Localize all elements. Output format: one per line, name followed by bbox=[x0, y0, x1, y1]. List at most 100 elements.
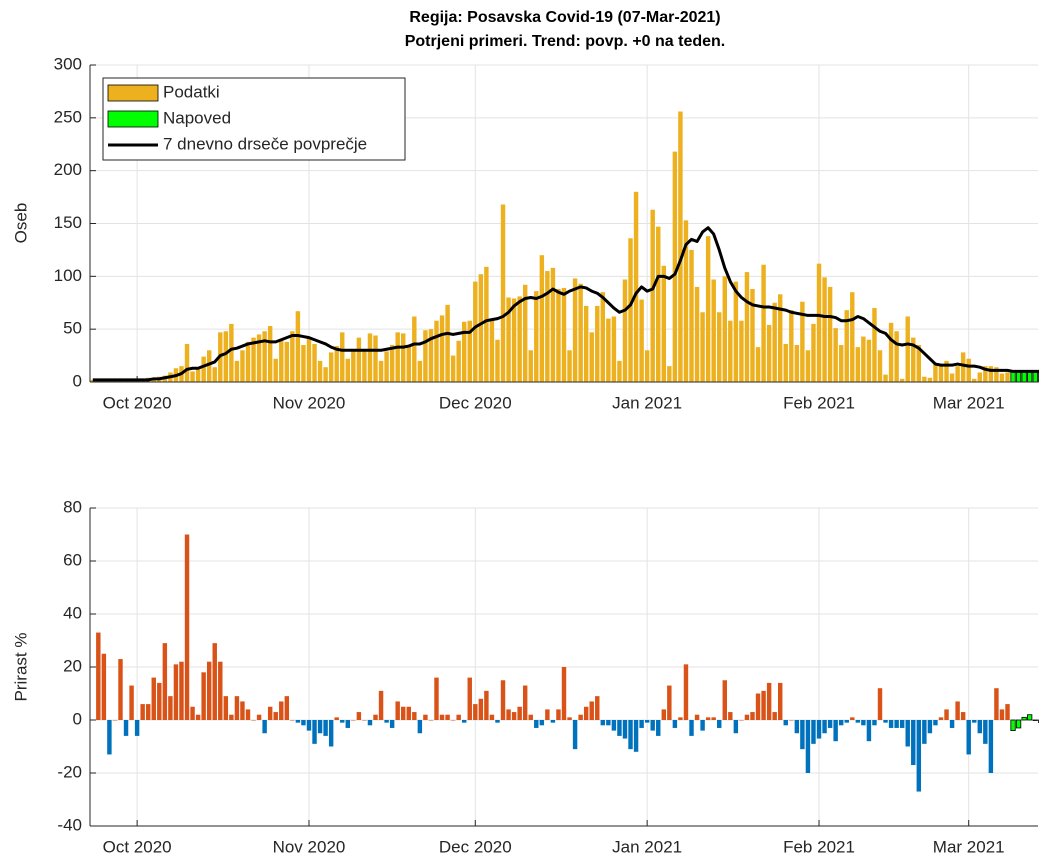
bar bbox=[877, 350, 883, 382]
bar bbox=[240, 701, 245, 720]
bar bbox=[678, 111, 683, 382]
bar bbox=[245, 709, 251, 720]
bar bbox=[628, 238, 633, 382]
bar bbox=[705, 717, 711, 720]
bar bbox=[245, 341, 251, 382]
bar bbox=[988, 720, 994, 773]
bar bbox=[766, 682, 772, 720]
bar bbox=[916, 720, 922, 792]
bar bbox=[195, 714, 201, 720]
bar bbox=[606, 720, 611, 726]
bar bbox=[378, 690, 384, 720]
bar bbox=[107, 720, 112, 755]
bar bbox=[927, 720, 933, 734]
bar bbox=[511, 298, 517, 382]
bar bbox=[162, 643, 168, 720]
bar bbox=[816, 720, 822, 739]
bar bbox=[500, 680, 506, 720]
bar bbox=[428, 329, 434, 382]
bar bbox=[772, 712, 777, 720]
bar bbox=[683, 220, 689, 382]
bar bbox=[312, 720, 317, 744]
bar bbox=[389, 345, 395, 382]
bar bbox=[434, 677, 439, 720]
bar bbox=[323, 367, 328, 382]
bar bbox=[888, 322, 894, 382]
bar bbox=[157, 682, 162, 720]
bar bbox=[960, 712, 966, 720]
bar bbox=[134, 720, 140, 736]
bar bbox=[838, 345, 844, 382]
bar bbox=[351, 720, 356, 721]
bar bbox=[151, 677, 156, 720]
bar bbox=[484, 690, 489, 720]
bar bbox=[728, 712, 733, 720]
bar bbox=[417, 720, 423, 734]
bar bbox=[595, 305, 600, 382]
bar bbox=[783, 343, 788, 382]
bar bbox=[833, 328, 838, 382]
bar bbox=[811, 323, 816, 382]
bar bbox=[528, 714, 533, 720]
bar bbox=[556, 289, 561, 382]
bar bbox=[994, 688, 999, 720]
y-tick-label: 50 bbox=[63, 319, 82, 338]
bar bbox=[378, 360, 384, 382]
legend-label: 7 dnevno drseče povprečje bbox=[163, 134, 367, 153]
bar bbox=[295, 311, 301, 382]
bar bbox=[583, 706, 589, 720]
bar bbox=[744, 714, 750, 720]
x-tick-label: Oct 2020 bbox=[103, 837, 172, 856]
bar bbox=[633, 720, 639, 752]
bar bbox=[783, 720, 788, 726]
bar bbox=[234, 696, 240, 720]
bar bbox=[905, 316, 910, 382]
bar bbox=[633, 191, 639, 382]
bar bbox=[811, 720, 816, 744]
bar bbox=[528, 350, 533, 382]
bar bbox=[661, 709, 667, 720]
bar bbox=[168, 696, 173, 720]
bar bbox=[279, 701, 284, 720]
bar bbox=[694, 286, 700, 382]
bar bbox=[750, 712, 755, 720]
bar bbox=[389, 720, 395, 728]
bar bbox=[234, 360, 240, 382]
bar bbox=[545, 271, 550, 382]
bar bbox=[567, 350, 572, 382]
bar bbox=[395, 701, 400, 720]
bar bbox=[96, 380, 101, 382]
bar bbox=[179, 661, 184, 720]
bar bbox=[999, 709, 1005, 720]
bar bbox=[267, 706, 273, 720]
bar bbox=[351, 350, 356, 382]
bar bbox=[694, 714, 700, 720]
bar bbox=[445, 304, 450, 382]
bar bbox=[761, 264, 766, 382]
bar bbox=[151, 378, 156, 382]
bar bbox=[683, 664, 689, 720]
y-tick-label: 60 bbox=[63, 550, 82, 569]
bar bbox=[256, 334, 262, 382]
bar bbox=[356, 712, 362, 720]
bar bbox=[728, 320, 733, 382]
bar bbox=[894, 331, 899, 382]
bar bbox=[772, 302, 777, 382]
bar bbox=[373, 714, 378, 720]
bar bbox=[877, 688, 883, 720]
x-tick-label: Nov 2020 bbox=[273, 393, 346, 412]
bar bbox=[999, 373, 1005, 382]
bar bbox=[977, 720, 983, 734]
y-axis-label: Oseb bbox=[11, 203, 30, 244]
bar bbox=[622, 279, 628, 382]
bar bbox=[922, 720, 927, 744]
bar bbox=[883, 374, 888, 382]
bar bbox=[506, 297, 511, 382]
bar bbox=[306, 337, 312, 382]
bar bbox=[112, 720, 118, 721]
bar bbox=[650, 720, 655, 731]
bar bbox=[467, 320, 472, 382]
bar bbox=[201, 672, 206, 720]
bar bbox=[983, 366, 988, 382]
bar bbox=[972, 720, 977, 723]
